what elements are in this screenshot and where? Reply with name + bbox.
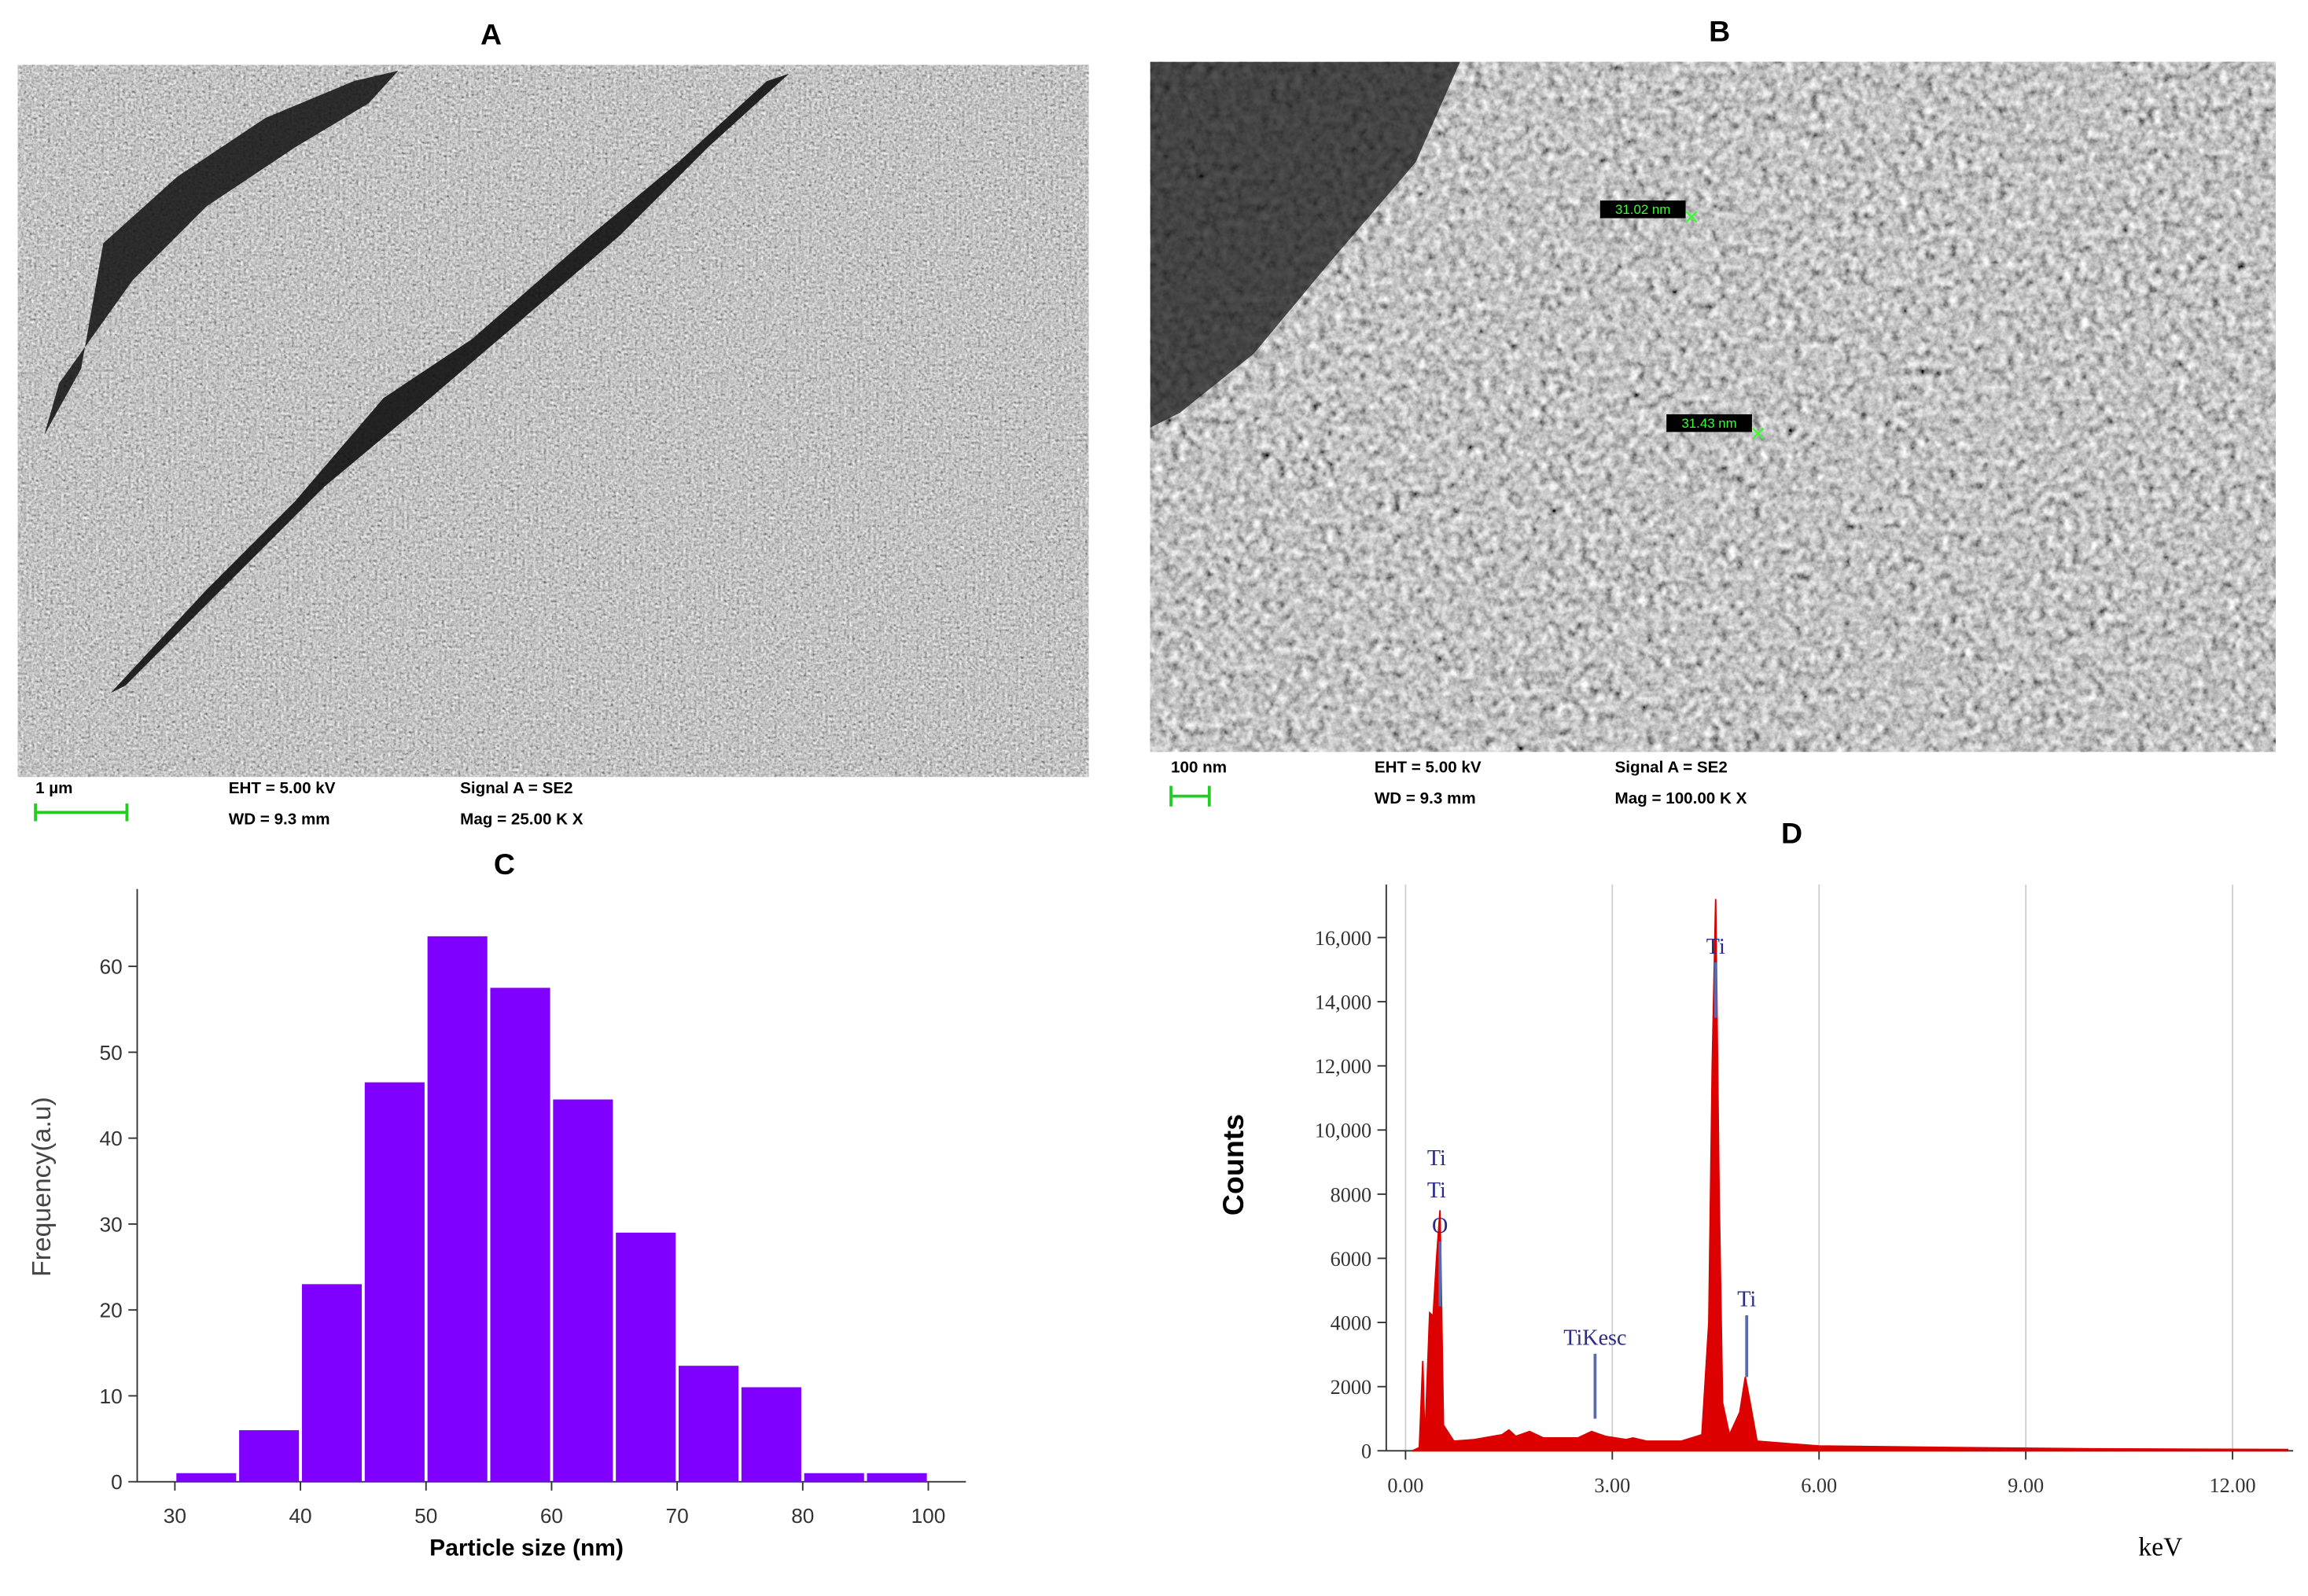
info-text: Signal A = SE2	[460, 779, 572, 797]
bar	[364, 1082, 425, 1482]
x-tick-label: 40	[289, 1504, 311, 1528]
x-tick-label: 50	[414, 1504, 437, 1528]
x-tick-label: 70	[666, 1504, 689, 1528]
y-tick-label: 10,000	[1315, 1120, 1371, 1142]
y-tick-label: 60	[100, 955, 123, 979]
x-tick-label: 60	[540, 1504, 563, 1528]
x-tick-label: 12.00	[2210, 1474, 2256, 1497]
scale-text: 100 nm	[1171, 759, 1227, 777]
spectrum-area	[1412, 899, 2289, 1452]
bar	[239, 1430, 300, 1482]
peak-label: Ti	[1427, 1146, 1446, 1171]
y-tick-label: 0	[1361, 1440, 1371, 1463]
info-bar	[17, 777, 1089, 848]
x-axis-label: keV	[2138, 1532, 2182, 1561]
y-tick-label: 6000	[1331, 1248, 1372, 1271]
info-text: EHT = 5.00 kV	[1375, 759, 1482, 777]
info-text: Mag = 100.00 K X	[1615, 789, 1747, 807]
bar	[301, 1284, 363, 1482]
y-tick-label: 2000	[1331, 1376, 1372, 1399]
panel-label: B	[1709, 15, 1730, 48]
sem-panel-a: A 1 µm EHT = 5.00 kV WD = 9.3 mm Signal …	[17, 17, 1089, 848]
bar	[427, 936, 488, 1482]
x-axis-label: Particle size (nm)	[429, 1535, 624, 1561]
crack	[110, 73, 790, 693]
y-axis-label: Frequency(a.u)	[27, 1097, 57, 1277]
info-bar	[1150, 752, 2276, 818]
measurement: 31.02 nm	[1615, 202, 1670, 217]
cross: ×	[1684, 202, 1699, 232]
y-tick-label: 8000	[1331, 1183, 1372, 1206]
y-axis-label: Counts	[1217, 1114, 1250, 1215]
x-tick-label: 3.00	[1594, 1474, 1630, 1497]
y-tick-label: 16,000	[1315, 927, 1371, 950]
info-text: WD = 9.3 mm	[229, 810, 330, 828]
peak-label: O	[1432, 1214, 1448, 1238]
scale-text: 1 µm	[35, 779, 72, 797]
info-text: WD = 9.3 mm	[1375, 789, 1476, 807]
bar	[176, 1473, 237, 1482]
y-tick-label: 30	[100, 1212, 123, 1236]
y-tick-label: 0	[111, 1470, 123, 1494]
sem-panel-b: B 31.02 nm × 31.43 nm × 100 nm EHT = 5.0…	[1150, 15, 2276, 818]
x-tick-label: 30	[164, 1504, 186, 1528]
peak-label: TiKesc	[1563, 1326, 1626, 1351]
cross: ×	[1750, 419, 1766, 449]
chart-title: D	[1781, 817, 1802, 850]
bar	[804, 1473, 864, 1482]
bar	[553, 1099, 613, 1482]
y-tick-label: 14,000	[1315, 991, 1371, 1013]
peak-label: Ti	[1427, 1179, 1446, 1203]
info-text: Signal A = SE2	[1615, 759, 1728, 777]
bar	[616, 1232, 676, 1482]
y-tick-label: 10	[100, 1385, 123, 1408]
y-tick-label: 4000	[1331, 1311, 1372, 1334]
crack	[44, 71, 399, 436]
bar	[679, 1366, 739, 1482]
x-tick-label: 100	[911, 1504, 946, 1528]
measure-box	[1666, 414, 1752, 432]
measure-box	[1599, 200, 1686, 219]
x-tick-label: 80	[791, 1504, 814, 1528]
bar	[741, 1387, 801, 1482]
bar	[867, 1473, 927, 1482]
x-tick-label: 0.00	[1387, 1474, 1423, 1497]
info-text: Mag = 25.00 K X	[460, 810, 583, 828]
y-tick-label: 12,000	[1315, 1055, 1371, 1078]
peak-label: Ti	[1737, 1288, 1756, 1312]
x-tick-label: 9.00	[2008, 1474, 2044, 1497]
x-tick-label: 6.00	[1801, 1474, 1837, 1497]
panel-label: A	[480, 17, 502, 50]
chart-title: C	[494, 848, 515, 881]
measurement: 31.43 nm	[1681, 416, 1736, 431]
peak-label: Ti	[1706, 935, 1725, 959]
y-tick-label: 40	[100, 1127, 123, 1150]
bar	[490, 987, 550, 1482]
sem-image	[17, 64, 1089, 778]
info-text: EHT = 5.00 kV	[229, 779, 336, 797]
y-tick-label: 50	[100, 1041, 123, 1065]
shadow	[1150, 61, 1460, 428]
y-tick-label: 20	[100, 1299, 123, 1322]
